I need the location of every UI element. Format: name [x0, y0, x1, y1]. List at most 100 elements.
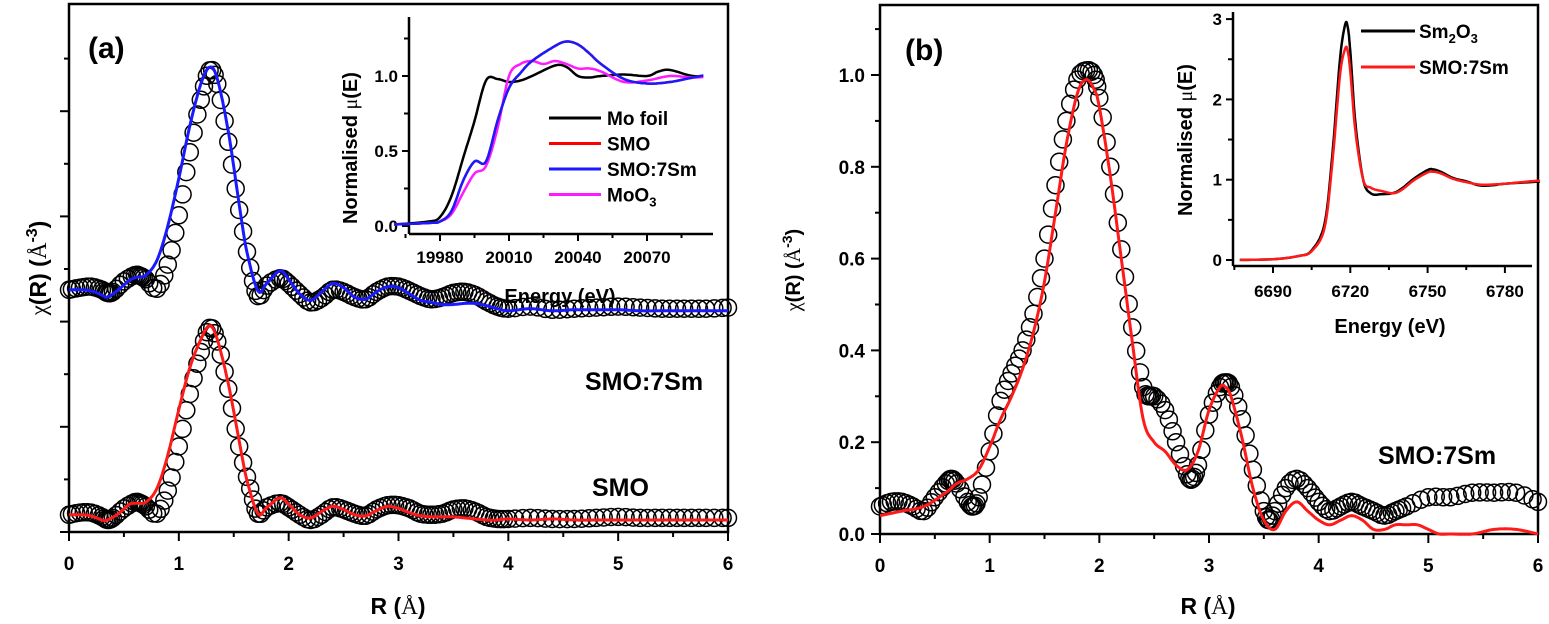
data-point — [103, 508, 123, 528]
data-point — [205, 65, 224, 85]
data-point — [1130, 363, 1150, 382]
data-point — [713, 298, 732, 318]
data-point — [718, 298, 738, 317]
data-point — [652, 299, 672, 318]
x-label-text: R ( — [1181, 593, 1212, 619]
data-point — [1053, 130, 1073, 149]
data-point — [1035, 249, 1054, 268]
data-point — [645, 508, 665, 528]
data-point — [1477, 483, 1497, 502]
data-point — [177, 162, 196, 182]
data-point — [151, 274, 170, 294]
x-tick-label: 6 — [723, 554, 734, 575]
data-point — [1013, 341, 1032, 360]
data-point — [594, 508, 613, 527]
data-point — [608, 507, 628, 527]
data-point — [1263, 506, 1282, 525]
data-point — [521, 297, 540, 316]
inset-x-tick-label: 19980 — [416, 248, 463, 267]
y-label-close: ) — [25, 221, 51, 229]
x-tick-label: 6 — [1533, 556, 1544, 577]
x-label-close: ) — [1228, 593, 1236, 619]
legend-subscript: 3 — [649, 195, 656, 210]
panel-b-x-axis-label: R (Å) — [1181, 593, 1236, 619]
legend-label: SMO:7Sm — [607, 160, 697, 181]
data-point — [1144, 387, 1164, 406]
data-markers-smo7sm — [59, 60, 738, 320]
inset-line-mo-foil — [393, 63, 704, 226]
data-point — [922, 493, 941, 512]
inset-line-smo-7sm — [393, 40, 704, 226]
x-tick-label: 3 — [1204, 556, 1215, 577]
x-label-close: ) — [418, 593, 426, 619]
data-point — [1170, 444, 1190, 464]
inset-a-series — [393, 40, 704, 226]
data-point — [188, 105, 207, 124]
data-point — [1203, 393, 1223, 412]
data-point — [1268, 494, 1288, 513]
data-point — [1126, 341, 1146, 361]
data-point — [660, 299, 679, 319]
inset-x-tick-label: 20070 — [623, 248, 670, 267]
data-point — [1448, 486, 1467, 506]
data-point — [1020, 318, 1040, 337]
panel-a-label: (a) — [88, 32, 125, 65]
inset-x-tick-label: 6750 — [1409, 282, 1447, 301]
angstrom-symbol: Å — [26, 242, 51, 259]
inset-y-tick-label: 1 — [1213, 171, 1222, 190]
data-point — [1228, 397, 1248, 416]
data-point — [601, 297, 621, 317]
data-point — [286, 281, 306, 300]
panel-b-label: (b) — [905, 34, 943, 67]
panel-b-x-ticks: 0 1 2 3 4 5 6 — [875, 534, 1544, 577]
data-point — [1031, 268, 1051, 288]
y-label-text: (R) ( — [783, 262, 805, 302]
data-point — [184, 123, 203, 142]
data-point — [969, 488, 988, 507]
y-label-text: Normalised — [1175, 101, 1197, 215]
data-point — [1462, 483, 1482, 502]
legend-label: Sm2O3 — [1419, 22, 1478, 46]
x-tick-label: 0 — [875, 556, 886, 577]
data-point — [1188, 455, 1208, 475]
inset-y-tick-label: 0.5 — [374, 142, 398, 161]
x-tick-label: 1 — [174, 554, 185, 575]
y-label-e: (E) — [1175, 64, 1197, 91]
data-point — [608, 297, 628, 316]
x-tick-label: 2 — [1094, 556, 1105, 577]
mu-symbol: μ — [340, 99, 362, 110]
inset-b-legend: Sm2O3 SMO:7Sm — [1361, 22, 1509, 79]
data-point — [1057, 111, 1076, 131]
data-point — [630, 298, 650, 317]
data-point — [1186, 463, 1206, 483]
data-point — [1009, 349, 1029, 368]
inset-a-x-axis-label: Energy (eV) — [504, 286, 615, 308]
data-point — [1159, 410, 1179, 429]
data-point — [667, 508, 687, 528]
data-point — [984, 424, 1003, 443]
data-point — [1528, 492, 1548, 512]
panel-b-series — [870, 61, 1548, 536]
data-point — [166, 452, 185, 472]
data-point — [261, 273, 281, 292]
exponent: -3 — [779, 235, 795, 248]
data-point — [1064, 80, 1084, 99]
x-tick-label: 5 — [1423, 556, 1434, 577]
x-tick-label: 0 — [64, 554, 75, 575]
data-point — [1060, 94, 1080, 114]
panel-a-series — [59, 60, 738, 530]
data-point — [205, 324, 224, 343]
data-point — [282, 277, 302, 297]
data-point — [513, 297, 533, 317]
legend-label: SMO:7Sm — [1419, 58, 1509, 79]
data-point — [151, 499, 170, 519]
annotation-smo-a: SMO — [592, 474, 649, 502]
data-point — [1017, 330, 1036, 349]
inset-y-tick-label: 0.0 — [374, 217, 398, 236]
data-point — [601, 507, 621, 527]
chi-symbol: χ — [26, 304, 51, 316]
inset-b-x-axis-label: Energy (eV) — [1334, 316, 1445, 338]
inset-a: 19980 20010 20040 20070 0.0 0.5 1.0 Energy (eV… — [340, 17, 713, 308]
